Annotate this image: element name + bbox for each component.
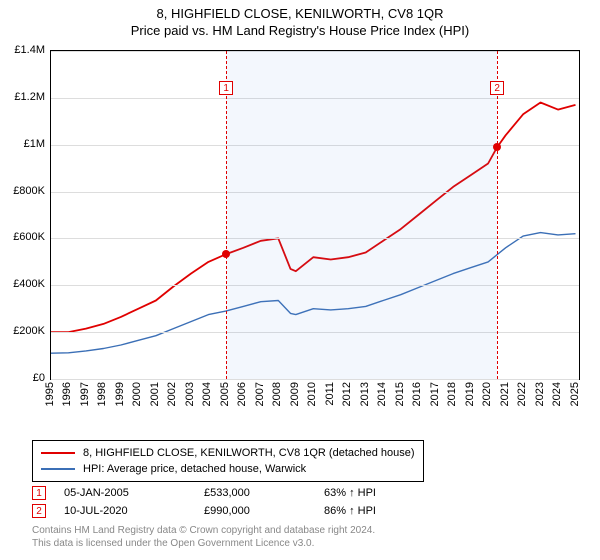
legend-swatch-2 — [41, 468, 75, 470]
footer-line-1: Contains HM Land Registry data © Crown c… — [32, 524, 375, 537]
footer-line-2: This data is licensed under the Open Gov… — [32, 537, 375, 550]
sales-table: 1 05-JAN-2005 £533,000 63% ↑ HPI 2 10-JU… — [32, 484, 444, 520]
marker-idx-1: 1 — [36, 488, 42, 499]
sale-price-1: £533,000 — [204, 487, 324, 499]
title-block: 8, HIGHFIELD CLOSE, KENILWORTH, CV8 1QR … — [0, 0, 600, 38]
sales-row-2: 2 10-JUL-2020 £990,000 86% ↑ HPI — [32, 502, 444, 520]
legend-label-1: 8, HIGHFIELD CLOSE, KENILWORTH, CV8 1QR … — [83, 447, 415, 459]
footer: Contains HM Land Registry data © Crown c… — [32, 524, 375, 550]
marker-idx-2: 2 — [36, 506, 42, 517]
legend-swatch-1 — [41, 452, 75, 454]
marker-box-2: 2 — [32, 504, 46, 518]
title-line-1: 8, HIGHFIELD CLOSE, KENILWORTH, CV8 1QR — [0, 6, 600, 21]
legend: 8, HIGHFIELD CLOSE, KENILWORTH, CV8 1QR … — [32, 440, 424, 482]
sale-price-2: £990,000 — [204, 505, 324, 517]
sales-row-1: 1 05-JAN-2005 £533,000 63% ↑ HPI — [32, 484, 444, 502]
marker-box-1: 1 — [32, 486, 46, 500]
title-line-2: Price paid vs. HM Land Registry's House … — [0, 23, 600, 38]
chart-container: 8, HIGHFIELD CLOSE, KENILWORTH, CV8 1QR … — [0, 0, 600, 560]
sale-date-1: 05-JAN-2005 — [64, 487, 204, 499]
legend-item-2: HPI: Average price, detached house, Warw… — [41, 461, 415, 477]
sale-pct-2: 86% ↑ HPI — [324, 505, 444, 517]
chart-plot-area: 12 — [50, 50, 580, 380]
sale-date-2: 10-JUL-2020 — [64, 505, 204, 517]
legend-item-1: 8, HIGHFIELD CLOSE, KENILWORTH, CV8 1QR … — [41, 445, 415, 461]
legend-label-2: HPI: Average price, detached house, Warw… — [83, 463, 306, 475]
sale-pct-1: 63% ↑ HPI — [324, 487, 444, 499]
